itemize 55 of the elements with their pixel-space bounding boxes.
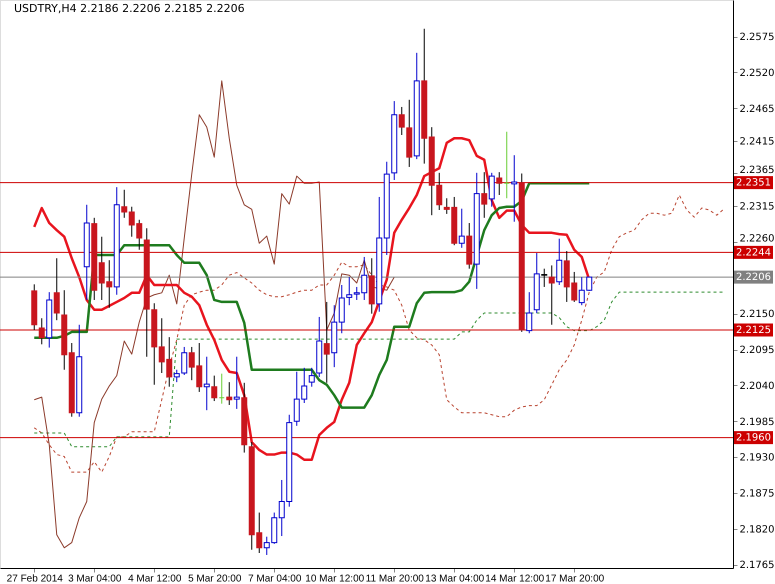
y-tick-label: 2.2315 [740,202,774,213]
x-tick-label: 11 Mar 20:00 [366,574,424,584]
x-tick-label: 7 Mar 04:00 [248,574,302,584]
candlestick [234,356,240,410]
candlestick [488,172,495,208]
candlestick [526,292,532,334]
candlestick [308,367,315,388]
y-tick-label: 2.2575 [740,32,774,44]
line-series [34,194,725,473]
candlestick [556,238,562,286]
y-tick-label: 2.2520 [740,68,774,79]
candlestick [458,208,465,248]
ref-line-label: 2.2244 [736,247,771,258]
y-tick-label: 2.2365 [740,164,774,176]
candlestick [38,318,45,345]
y-tick-label: 2.2040 [740,380,774,392]
x-tick-label: 27 Feb 2014 [6,574,64,584]
x-tick-label: 3 Mar 04:00 [68,574,122,584]
y-tick-label: 2.1930 [740,452,774,464]
candlestick [504,131,510,199]
candlestick [324,301,330,384]
y-tick-label: 2.1985 [740,416,774,428]
y-tick-label: 2.1765 [740,560,774,572]
candlestick [541,268,548,288]
x-tick-label: 10 Mar 12:00 [305,574,365,584]
ref-line-label: 2.2351 [736,178,771,189]
x-tick-label: 14 Mar 12:00 [485,574,545,584]
candlestick [204,356,210,411]
line-series [34,80,395,548]
y-tick-label: 2.2150 [740,309,774,320]
y-tick-label: 2.2260 [740,233,774,244]
line-series [33,137,590,461]
ref-line-label: 2.2125 [736,324,771,336]
y-tick-label: 2.2095 [740,345,774,356]
chart-title: USDTRY,H4 2.2186 2.2206 2.2185 2.2206 [14,2,245,15]
candlestick [511,154,518,222]
x-tick-label: 13 Mar 04:00 [425,574,485,584]
candlestick [398,106,405,136]
ref-line-label: 2.2206 [736,272,771,284]
line-series [34,292,725,448]
candlestick [211,375,218,402]
x-tick-label: 5 Mar 20:00 [188,574,242,584]
candlestick [548,264,555,326]
candlestick [54,258,60,321]
y-tick-label: 2.1820 [740,524,774,536]
x-tick-label: 17 Mar 20:00 [545,574,605,584]
candlestick [226,382,232,406]
ref-line-label: 2.1960 [736,432,771,444]
x-tick-label: 4 Mar 12:00 [128,574,182,584]
y-tick-label: 2.2465 [740,104,774,115]
y-tick-label: 2.2415 [740,136,774,148]
y-tick-label: 2.1875 [740,488,774,500]
candlestick [481,172,488,218]
candlestick [496,172,502,196]
candlestick [218,373,225,404]
